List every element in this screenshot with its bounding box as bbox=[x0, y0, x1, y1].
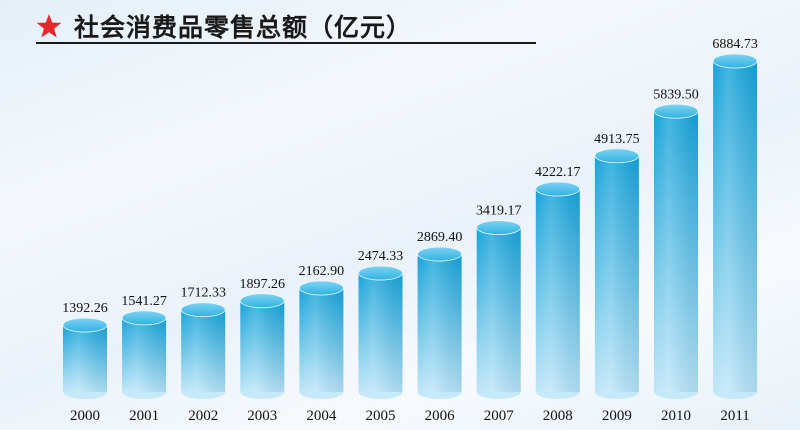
bar-shading bbox=[358, 273, 403, 392]
x-tick-label: 2001 bbox=[129, 408, 159, 424]
chart-title: 社会消费品零售总额（亿元） bbox=[74, 13, 413, 42]
x-tick-label: 2004 bbox=[306, 408, 337, 424]
data-label: 2162.90 bbox=[299, 264, 345, 279]
bar-cap bbox=[653, 103, 699, 119]
bar-shading bbox=[535, 189, 580, 392]
bar-cap bbox=[62, 317, 108, 333]
data-label: 4913.75 bbox=[594, 132, 640, 147]
x-tick-label: 2009 bbox=[602, 408, 632, 424]
bar-cap bbox=[239, 293, 285, 309]
data-label: 1541.27 bbox=[121, 294, 167, 309]
data-label: 1392.26 bbox=[62, 301, 108, 316]
x-tick-label: 2003 bbox=[247, 408, 277, 424]
bar-shading bbox=[299, 288, 344, 392]
bar-group-2007: 3419.17 2007 bbox=[476, 204, 522, 424]
data-label: 1712.33 bbox=[180, 286, 226, 301]
bar-group-2003: 1897.26 2003 bbox=[240, 277, 286, 424]
x-tick-label: 2005 bbox=[366, 408, 396, 424]
bar-cap bbox=[358, 265, 403, 281]
bar-shading bbox=[240, 300, 285, 392]
x-tick-label: 2002 bbox=[188, 408, 218, 424]
x-tick-label: 2008 bbox=[543, 408, 573, 424]
bar-cap bbox=[535, 181, 581, 197]
bar-group-2006: 2869.40 2006 bbox=[417, 230, 463, 424]
bar-shading bbox=[476, 227, 521, 392]
data-label: 2869.40 bbox=[417, 230, 463, 245]
bar-shading bbox=[417, 254, 462, 392]
x-tick-label: 2007 bbox=[484, 408, 515, 424]
x-tick-label: 2006 bbox=[425, 408, 456, 424]
bar-cap bbox=[417, 246, 463, 262]
bar-group-2009: 4913.75 2009 bbox=[594, 132, 640, 424]
bar-group-2000: 1392.26 2000 bbox=[62, 301, 108, 424]
bar-shading bbox=[122, 317, 167, 392]
title-underline bbox=[36, 42, 536, 44]
bar-cap bbox=[594, 148, 640, 164]
x-tick-label: 2000 bbox=[70, 408, 100, 424]
data-label: 4222.17 bbox=[535, 165, 581, 180]
bar-shading bbox=[63, 325, 107, 392]
bar-group-2010: 5839.50 2010 bbox=[653, 87, 699, 424]
bar-group-2005: 2474.33 2005 bbox=[358, 249, 404, 424]
x-tick-label: 2010 bbox=[661, 408, 691, 424]
data-label: 5839.50 bbox=[653, 87, 699, 102]
data-label: 2474.33 bbox=[358, 249, 404, 264]
bar-group-2011: 6884.73 2011 bbox=[712, 37, 758, 424]
x-tick-label: 2011 bbox=[720, 408, 749, 424]
bar-shading bbox=[713, 61, 758, 392]
star-icon bbox=[36, 14, 62, 38]
bar-group-2008: 4222.17 2008 bbox=[535, 165, 581, 424]
title-row: 社会消费品零售总额（亿元） bbox=[36, 6, 412, 46]
bar-group-2001: 1541.27 2001 bbox=[121, 294, 167, 424]
bar-group-2004: 2162.90 2004 bbox=[299, 264, 345, 424]
bar-cap bbox=[712, 53, 758, 69]
bar-shading bbox=[654, 111, 698, 392]
bar-cap bbox=[476, 220, 522, 236]
bar-group-2002: 1712.33 2002 bbox=[180, 286, 226, 424]
bar-cap bbox=[121, 310, 167, 326]
bar-shading bbox=[594, 155, 639, 392]
data-label: 1897.26 bbox=[240, 277, 286, 292]
bar-shading bbox=[181, 309, 226, 392]
data-label: 3419.17 bbox=[476, 204, 522, 219]
bar-cap bbox=[298, 280, 344, 296]
data-label: 6884.73 bbox=[712, 37, 758, 52]
bar-cap bbox=[180, 302, 226, 318]
